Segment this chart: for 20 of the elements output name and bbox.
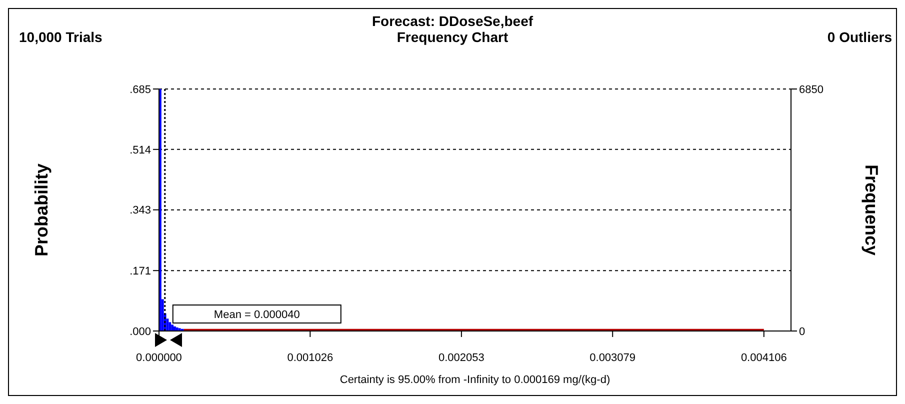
text: 10,000 Trials: [19, 29, 102, 45]
y2-tick-label: 6850: [799, 84, 824, 96]
chart-subtitle: Frequency Chart: [396, 29, 508, 45]
text: 0 Outliers: [827, 29, 892, 45]
y2-axis-title: Frequency: [862, 164, 882, 256]
y2-tick-label: 0: [799, 326, 806, 338]
y-tick-label: .514: [130, 144, 151, 156]
x-tick-label: 0.002053: [438, 352, 484, 364]
chart-title: Forecast: DDoseSe,beef: [370, 13, 534, 29]
y-tick-label: .685: [130, 84, 151, 96]
y-tick-label: .171: [130, 265, 151, 278]
y-tick-label: .343: [130, 204, 151, 217]
x-tick-label: 0.000000: [136, 352, 182, 364]
y-axis-title: Probability: [31, 163, 52, 257]
x-tick-label: 0.003079: [590, 352, 636, 364]
y-tick-label: .000: [130, 326, 151, 338]
x-axis-title: Certainty is 95.00% from -Infinity to 0.000169 mg/(kg-d): [340, 374, 610, 386]
x-tick-label: 0.004106: [740, 352, 787, 364]
ref-line-label: Mean = 0.000040: [214, 309, 300, 321]
x-tick-label: 0.001026: [287, 352, 334, 364]
